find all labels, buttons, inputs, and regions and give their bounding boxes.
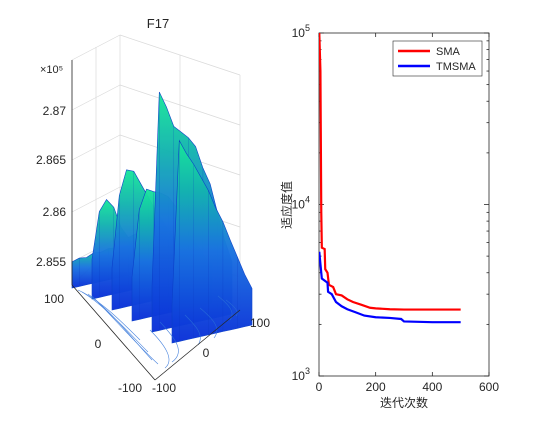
z-tick-label: 2.86: [43, 205, 67, 219]
z-tick-labels: 2.87 2.865 2.86 2.855: [36, 104, 66, 269]
x-tick-label: 100: [44, 292, 64, 306]
x-tick-label: -100: [118, 381, 142, 395]
x-axis-label: 迭代次数: [380, 395, 428, 410]
y-tick-label: 105: [292, 23, 310, 40]
y-tick-label: 104: [292, 195, 310, 212]
z-tick-label: 2.87: [43, 104, 67, 118]
y-tick-label: 0: [203, 346, 210, 360]
legend-label-tmsma: TMSMA: [436, 61, 476, 73]
tick-marks: [318, 32, 490, 377]
series-line-tmsma: [319, 251, 461, 324]
x-tick-labels: 100 0 -100: [44, 292, 142, 395]
series-line-sma: [319, 33, 461, 311]
x-tick-label: 200: [366, 380, 386, 394]
z-multiplier: ×10⁵: [40, 64, 63, 76]
surface-axis-lines: [71, 60, 241, 381]
surface-ridges: [71, 91, 253, 344]
convergence-plot: 0 200 400 600 103 104 105 迭代次数 适应度值 SMA TMSMA: [279, 23, 499, 410]
legend-label-sma: SMA: [436, 46, 461, 58]
x-tick-label: 600: [479, 380, 499, 394]
y-axis-label: 适应度值: [279, 181, 294, 229]
legend-box: [392, 40, 483, 77]
x-tick-label: 0: [316, 380, 323, 394]
surface-ridge-5: [171, 139, 253, 344]
x-tick-label: 400: [422, 380, 442, 394]
y-tick-labels: -100 0 100: [152, 316, 270, 395]
z-tick-label: 2.855: [36, 255, 66, 269]
y-tick-label: -100: [152, 381, 176, 395]
x-tick-label: 0: [95, 337, 102, 351]
surface-plot: F17 ×10⁵ 2.87 2.865 2.86 2.855 100 0 -10…: [36, 16, 270, 395]
y-tick-label: 103: [292, 366, 310, 383]
series-lines: [319, 33, 461, 324]
contour-lines: [77, 289, 238, 369]
z-tick-label: 2.865: [36, 153, 66, 167]
plot-area: [318, 32, 490, 377]
x-tick-labels: 0 200 400 600: [316, 380, 500, 394]
legend: SMA TMSMA: [392, 40, 483, 77]
surface-title: F17: [147, 16, 169, 31]
y-tick-labels: 103 104 105: [292, 23, 310, 383]
y-tick-label: 100: [250, 316, 270, 330]
